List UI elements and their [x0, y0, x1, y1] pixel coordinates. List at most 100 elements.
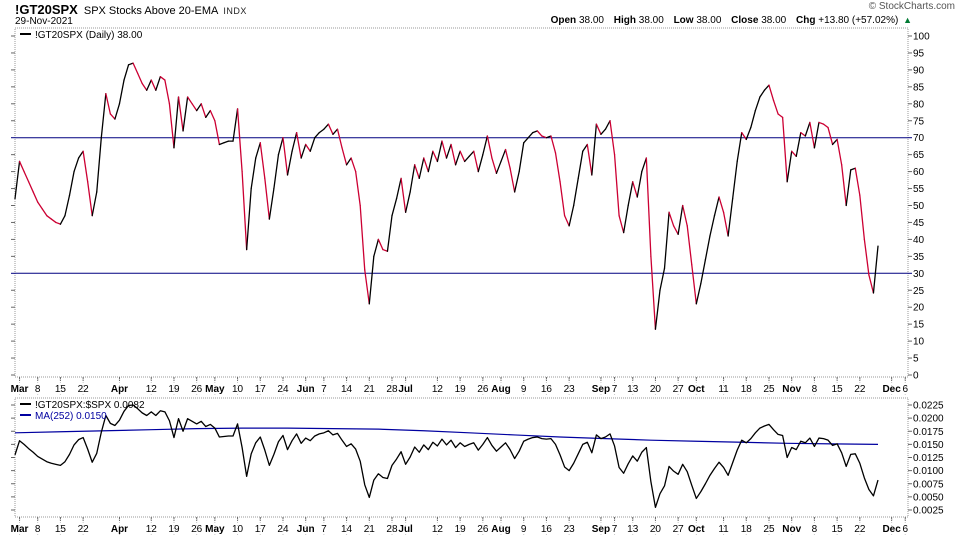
price-line-segment — [786, 150, 793, 183]
price-line-segment — [400, 177, 407, 213]
x-tick-label: 26 — [191, 524, 203, 535]
price-line-segment — [813, 121, 820, 149]
price-line-segment — [750, 109, 757, 129]
x-tick-label: 15 — [832, 384, 844, 395]
price-line-segment — [781, 116, 788, 183]
x-tick-label: 6 — [902, 524, 908, 535]
y-tick-label: 5 — [913, 354, 919, 365]
price-line-segment — [513, 170, 520, 193]
ma-legend: MA(252) 0.0150 — [20, 411, 107, 422]
price-line-segment — [32, 191, 39, 203]
price-line-segment — [359, 204, 366, 271]
price-line-segment — [64, 194, 71, 217]
x-tick-label: 13 — [627, 384, 639, 395]
price-line-segment — [563, 215, 570, 227]
price-line-segment — [277, 137, 284, 156]
price-line-segment — [568, 204, 575, 227]
price-line-segment — [336, 128, 343, 149]
price-line-segment — [191, 103, 198, 112]
ratio-line — [14, 404, 879, 509]
price-line-segment — [223, 140, 230, 144]
price-line-segment — [454, 150, 461, 166]
price-line-segment — [532, 130, 538, 134]
price-line-segment — [123, 64, 130, 81]
chart-header: !GT20SPX SPX Stocks Above 20-EMA INDX — [15, 1, 247, 19]
x-tick-label: 19 — [455, 384, 467, 395]
price-line-segment — [18, 160, 25, 173]
price-line-segment — [650, 255, 657, 330]
x-tick-label: Dec — [882, 524, 901, 535]
price-line-segment — [527, 131, 534, 139]
y-tick-label: 70 — [913, 133, 925, 144]
price-line-segment — [450, 143, 457, 166]
price-line-segment — [745, 126, 752, 141]
price-line-segment — [636, 170, 643, 198]
legend-line-swatch-ma — [20, 414, 31, 417]
y-tick-label: 25 — [913, 286, 925, 297]
price-line-segment — [37, 201, 43, 210]
x-tick-label: 10 — [232, 524, 244, 535]
main-chart-legend: !GT20SPX (Daily) 38.00 — [20, 30, 142, 41]
price-line-segment — [232, 108, 239, 142]
price-line-segment — [414, 164, 420, 180]
x-tick-label: 16 — [541, 384, 553, 395]
x-tick-label: 7 — [321, 524, 327, 535]
x-tick-label: Jul — [398, 384, 413, 395]
y-tick-label: 65 — [913, 150, 925, 161]
price-line-segment — [772, 99, 779, 115]
price-line-segment — [373, 238, 380, 258]
x-tick-label: 8 — [35, 384, 41, 395]
price-line-segment — [618, 215, 625, 234]
price-line-segment — [377, 238, 384, 251]
price-line-segment — [150, 79, 157, 91]
price-line-segment — [841, 164, 847, 207]
price-line-segment — [536, 130, 543, 137]
ma-legend-label: MA(252) 0.0150 — [35, 411, 107, 422]
x-tick-label: 22 — [78, 384, 90, 395]
price-line-segment — [622, 204, 629, 234]
price-line-segment — [732, 160, 738, 200]
y-tick-label: 45 — [913, 218, 925, 229]
price-line-segment — [682, 204, 688, 227]
x-tick-label: 22 — [854, 384, 866, 395]
x-tick-label: 18 — [741, 524, 753, 535]
price-line-segment — [741, 131, 747, 141]
price-line-segment — [14, 160, 21, 200]
x-tick-label: 12 — [146, 384, 158, 395]
price-line-segment — [827, 126, 834, 146]
price-line-segment — [668, 211, 675, 227]
chg-value: +13.80 (+57.02%) — [818, 15, 899, 26]
x-tick-label: 12 — [146, 524, 158, 535]
legend-line-swatch-ratio — [20, 403, 31, 406]
x-tick-label: Jul — [398, 524, 413, 535]
price-line-segment — [659, 267, 666, 291]
price-line-segment — [350, 157, 357, 173]
price-line-segment — [709, 215, 716, 237]
high-label: High — [613, 15, 636, 26]
open-label: Open — [550, 15, 577, 26]
price-line-segment — [309, 137, 316, 152]
price-line-segment — [305, 143, 311, 152]
price-line-segment — [759, 89, 766, 98]
y-tick-label: 0.0200 — [913, 414, 944, 425]
chart-date: 29-Nov-2021 — [15, 16, 73, 27]
price-line-segment — [550, 135, 557, 154]
price-line-segment — [114, 103, 121, 120]
price-line-segment — [286, 150, 293, 176]
x-tick-label: 9 — [521, 524, 527, 535]
x-tick-label: 7 — [612, 524, 618, 535]
x-tick-label: 21 — [364, 384, 376, 395]
price-line-segment — [168, 103, 175, 149]
y-tick-label: 15 — [913, 320, 925, 331]
price-line-segment — [591, 123, 598, 176]
y-tick-label: 0.0075 — [913, 479, 944, 490]
close-value: 38.00 — [761, 15, 787, 26]
y-tick-label: 30 — [913, 269, 925, 280]
price-line-segment — [391, 198, 398, 217]
price-line-segment — [105, 92, 112, 115]
price-line-segment — [627, 181, 634, 207]
x-tick-label: 19 — [168, 524, 180, 535]
price-line-segment — [754, 96, 761, 112]
price-line-segment — [196, 103, 202, 112]
